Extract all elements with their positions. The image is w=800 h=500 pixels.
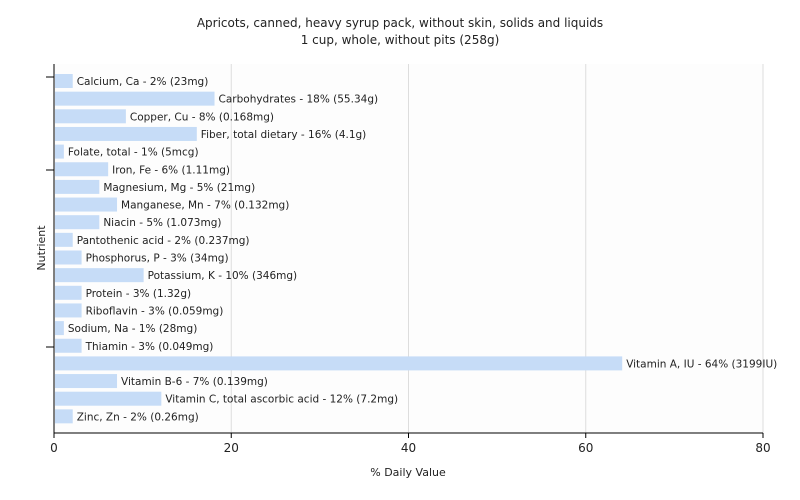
bar-label: Vitamin B-6 - 7% (0.139mg) [121,376,268,388]
x-tick-label: 80 [755,441,770,455]
x-tick-label: 40 [401,441,416,455]
bar [55,391,162,406]
bar [55,179,100,194]
bar-label: Magnesium, Mg - 5% (21mg) [103,182,255,194]
axes: 0 20 40 60 80 [46,64,771,455]
bar-label: Carbohydrates - 18% (55.34g) [219,94,379,106]
bar [55,91,215,106]
bar-label: Calcium, Ca - 2% (23mg) [77,76,209,88]
bar-label: Niacin - 5% (1.073mg) [103,217,221,229]
bar-label: Phosphorus, P - 3% (34mg) [86,253,229,265]
bar [55,232,73,247]
x-tick-label: 20 [224,441,239,455]
x-axis-label: % Daily Value [370,466,446,479]
grid-band [585,64,763,433]
gridlines [54,64,764,433]
bar [55,303,82,318]
bar-label: Zinc, Zn - 2% (0.26mg) [77,411,199,423]
bar-label: Riboflavin - 3% (0.059mg) [86,305,224,317]
bar-label: Thiamin - 3% (0.049mg) [85,341,214,353]
bar-label: Fiber, total dietary - 16% (4.1g) [201,129,366,141]
bar-label: Potassium, K - 10% (346mg) [148,270,298,282]
chart-subtitle: 1 cup, whole, without pits (258g) [301,33,500,47]
grid-band [54,64,232,433]
bar-label: Protein - 3% (1.32g) [86,288,192,300]
bar [55,126,197,141]
bar [55,374,118,389]
bar [55,162,109,177]
bar-label: Copper, Cu - 8% (0.168mg) [130,111,274,123]
bar [55,215,100,230]
grid-band [231,64,409,433]
bar [55,356,623,371]
bar [55,268,144,283]
bar [55,285,82,300]
bar [55,74,73,88]
x-tick-label: 0 [50,441,58,455]
bar-label: Iron, Fe - 6% (1.11mg) [112,164,230,176]
bar [55,250,82,265]
bar [55,409,73,424]
bar [55,338,82,353]
grid-band [408,64,586,433]
bar [55,321,64,336]
y-axis-label: Nutrient [35,225,48,271]
x-tick-label: 60 [578,441,593,455]
bar-label: Pantothenic acid - 2% (0.237mg) [77,235,250,247]
bar-label: Folate, total - 1% (5mcg) [68,147,199,159]
bar [55,109,126,124]
bar-label: Vitamin C, total ascorbic acid - 12% (7.… [165,394,398,406]
bar [55,144,64,159]
bars: Calcium, Ca - 2% (23mg) Carbohydrates - 1… [55,74,777,424]
bar [55,197,118,212]
bar-label: Manganese, Mn - 7% (0.132mg) [121,200,289,212]
chart-title: Apricots, canned, heavy syrup pack, with… [197,16,603,30]
bar-label: Vitamin A, IU - 64% (3199IU) [626,358,777,370]
bar-label: Sodium, Na - 1% (28mg) [68,323,197,335]
